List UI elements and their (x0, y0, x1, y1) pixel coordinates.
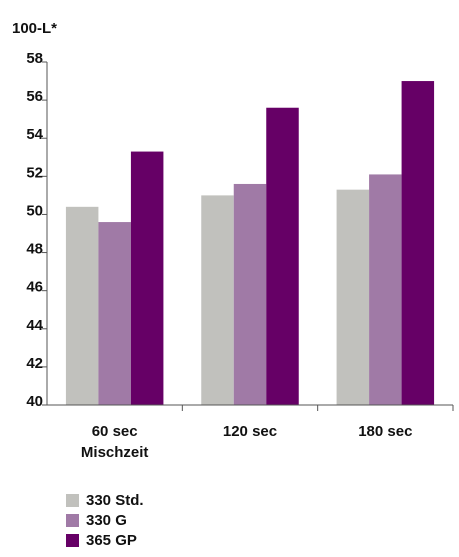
x-tick-label: 120 sec (223, 423, 277, 440)
y-tick-label: 48 (26, 241, 43, 258)
y-axis: 40 42 44 46 48 50 52 54 56 58 (26, 50, 48, 410)
bar (201, 195, 234, 405)
y-tick-label: 40 (26, 393, 43, 410)
legend-item: 365 GP (66, 530, 266, 550)
x-axis: 60 sec Mischzeit 120 sec 180 sec (47, 404, 454, 461)
y-tick-label: 54 (26, 126, 43, 143)
bar (98, 222, 131, 405)
bar (401, 81, 435, 406)
bar (65, 206, 99, 405)
bar (266, 107, 299, 405)
legend-label: 330 Std. (86, 491, 144, 509)
x-tick-sublabel: Mischzeit (81, 444, 149, 461)
y-tick-label: 52 (26, 164, 43, 181)
y-axis-title: 100-L* (12, 20, 57, 37)
legend-swatch (66, 513, 79, 527)
x-tick-label: 60 sec (92, 423, 138, 440)
bar (233, 183, 267, 405)
y-tick-label: 58 (26, 50, 43, 67)
legend-label: 330 G (86, 511, 127, 529)
y-tick-label: 50 (26, 202, 43, 219)
legend-item: 330 G (66, 510, 266, 530)
y-tick-label: 44 (26, 317, 43, 334)
bar (130, 151, 164, 405)
y-tick-label: 56 (26, 88, 43, 105)
legend: 330 Std. 330 G 365 GP (66, 490, 266, 550)
legend-label: 365 GP (86, 531, 137, 549)
bar (369, 174, 402, 405)
legend-swatch (66, 533, 79, 547)
bars (65, 81, 435, 406)
legend-swatch (66, 493, 79, 507)
bar (336, 189, 370, 405)
y-tick-label: 46 (26, 279, 43, 296)
x-tick-label: 180 sec (358, 423, 412, 440)
legend-item: 330 Std. (66, 490, 266, 510)
y-tick-label: 42 (26, 355, 43, 372)
